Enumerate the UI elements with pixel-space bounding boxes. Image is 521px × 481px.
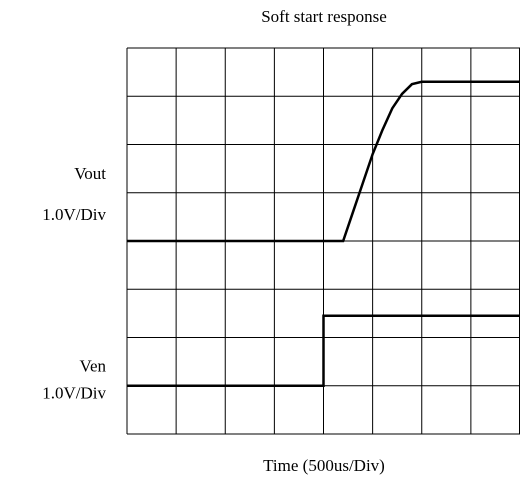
trace <box>127 80 520 243</box>
series-scale: 1.0V/Div <box>42 205 106 224</box>
x-axis-label: Time (500us/Div) <box>263 456 385 475</box>
chart-title: Soft start response <box>261 7 387 26</box>
series-name: Vout <box>74 164 106 183</box>
series-name: Ven <box>80 357 107 376</box>
series-scale: 1.0V/Div <box>42 384 106 403</box>
trace <box>127 314 520 387</box>
